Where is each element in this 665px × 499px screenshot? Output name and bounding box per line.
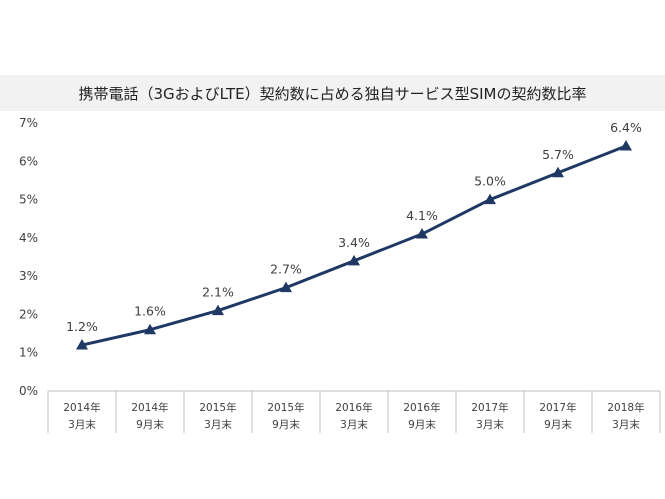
data-label: 5.0% bbox=[474, 174, 506, 189]
data-label: 1.6% bbox=[134, 304, 166, 319]
x-tick-label: 2018年 3月末 bbox=[607, 401, 644, 431]
data-point-marker bbox=[484, 193, 496, 205]
y-tick-label: 3% bbox=[19, 269, 38, 283]
data-point-marker bbox=[144, 323, 156, 335]
data-point-marker bbox=[280, 281, 292, 293]
data-label: 2.1% bbox=[202, 285, 234, 300]
data-label: 2.7% bbox=[270, 262, 302, 277]
data-labels: 1.2% 1.6% 2.1% 2.7% 3.4% 4.1% 5.0% 5.7% 6.4% bbox=[66, 120, 642, 334]
chart-title: 携帯電話（3GおよびLTE）契約数に占める独自サービス型SIMの契約数比率 bbox=[78, 84, 587, 103]
x-tick-label: 2015年 9月末 bbox=[267, 401, 304, 431]
data-label: 6.4% bbox=[610, 120, 642, 135]
x-tick-label: 2016年 3月末 bbox=[335, 401, 372, 431]
x-tick-label: 2015年 3月末 bbox=[199, 401, 236, 431]
y-tick-label: 6% bbox=[19, 154, 38, 168]
data-point-marker bbox=[212, 304, 224, 316]
x-tick-label: 2014年 3月末 bbox=[63, 401, 100, 431]
data-label: 1.2% bbox=[66, 319, 98, 334]
data-label: 3.4% bbox=[338, 235, 370, 250]
title-bar: 携帯電話（3GおよびLTE）契約数に占める独自サービス型SIMの契約数比率 bbox=[0, 75, 665, 111]
data-point-marker bbox=[416, 228, 428, 239]
y-tick-label: 7% bbox=[19, 116, 38, 130]
x-tick-label: 2016年 9月末 bbox=[403, 401, 440, 431]
y-tick-label: 5% bbox=[19, 193, 38, 207]
data-label: 4.1% bbox=[406, 208, 438, 223]
y-tick-label: 0% bbox=[19, 384, 38, 398]
x-tick-label: 2017年 9月末 bbox=[539, 401, 576, 431]
data-point-marker bbox=[620, 139, 632, 151]
x-tick-label: 2014年 9月末 bbox=[131, 401, 168, 431]
y-axis: 0% 1% 2% 3% 4% 5% 6% 7% bbox=[19, 116, 38, 398]
y-tick-label: 2% bbox=[19, 307, 38, 321]
data-label: 5.7% bbox=[542, 147, 574, 162]
series bbox=[76, 139, 632, 350]
y-tick-label: 4% bbox=[19, 231, 38, 245]
data-point-marker bbox=[76, 339, 88, 350]
x-tick-label: 2017年 3月末 bbox=[471, 401, 508, 431]
y-tick-label: 1% bbox=[19, 346, 38, 360]
data-point-marker bbox=[348, 254, 360, 266]
x-axis: 2014年 3月末 2014年 9月末 2015年 3月末 2015年 9月末 2016年 3月末… bbox=[47, 390, 661, 433]
data-point-marker bbox=[552, 166, 564, 178]
